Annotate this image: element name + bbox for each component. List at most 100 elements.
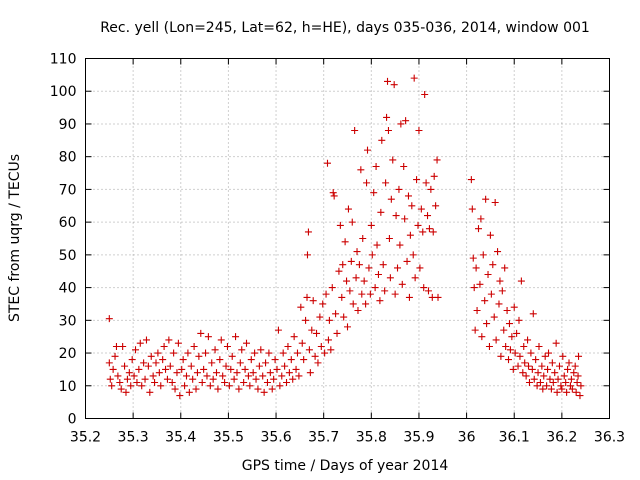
data-point xyxy=(406,231,414,239)
data-point xyxy=(271,356,279,364)
data-point xyxy=(516,352,524,360)
data-point xyxy=(365,264,373,272)
data-point xyxy=(309,297,317,305)
data-point xyxy=(190,343,198,350)
data-point xyxy=(274,326,282,334)
data-point xyxy=(576,392,584,400)
data-point xyxy=(174,339,182,347)
data-point xyxy=(114,372,122,380)
data-point xyxy=(498,287,506,295)
data-point xyxy=(355,261,363,269)
data-point xyxy=(249,369,257,377)
data-point xyxy=(543,382,551,390)
data-point xyxy=(292,365,300,373)
data-point xyxy=(363,179,371,187)
data-point xyxy=(319,300,327,308)
data-point xyxy=(467,176,475,184)
y-tick-label: 50 xyxy=(59,248,77,264)
data-point xyxy=(539,385,547,393)
data-point xyxy=(389,156,397,164)
data-point xyxy=(421,91,429,98)
data-point xyxy=(409,251,417,259)
data-point xyxy=(147,352,155,360)
data-point xyxy=(563,388,571,396)
data-point xyxy=(289,375,297,383)
data-point xyxy=(500,326,508,334)
data-point xyxy=(328,284,336,292)
data-point xyxy=(348,218,356,226)
data-point xyxy=(324,336,332,344)
axes: 35.2 35.3 35.4 35.5 35.6 35.7 35.8 35.9 36 36.1 36… xyxy=(50,52,625,446)
data-point xyxy=(265,349,273,357)
data-point xyxy=(235,385,243,393)
x-tick-label: 36.3 xyxy=(594,430,625,446)
data-point xyxy=(173,369,181,377)
data-point xyxy=(514,362,522,370)
data-point xyxy=(132,346,140,354)
data-point xyxy=(268,385,276,393)
data-point xyxy=(135,365,143,373)
data-point xyxy=(483,320,491,328)
data-point xyxy=(300,356,308,364)
data-point xyxy=(198,379,206,386)
data-point xyxy=(513,329,521,337)
data-point xyxy=(343,277,351,285)
data-point xyxy=(378,136,386,144)
data-point xyxy=(404,192,412,200)
data-point xyxy=(189,375,197,383)
data-point xyxy=(311,352,319,360)
x-tick-label: 35.3 xyxy=(118,430,149,446)
data-point xyxy=(552,339,560,347)
x-axis-label: GPS time / Days of year 2014 xyxy=(242,458,449,474)
data-point xyxy=(359,235,367,242)
data-point xyxy=(195,352,203,360)
grid-lines xyxy=(85,58,610,419)
data-point xyxy=(383,113,391,121)
data-point xyxy=(357,166,365,174)
data-point xyxy=(178,365,186,373)
data-point xyxy=(495,300,503,308)
data-point xyxy=(387,195,395,203)
data-point xyxy=(351,127,359,134)
data-point xyxy=(533,382,541,390)
y-tick-label: 30 xyxy=(59,313,77,329)
x-tick-label: 35.8 xyxy=(356,430,387,446)
data-point xyxy=(159,356,167,364)
data-point xyxy=(281,362,289,370)
data-point xyxy=(570,369,578,377)
data-point xyxy=(122,388,130,396)
data-point xyxy=(244,372,252,380)
data-point xyxy=(303,251,311,259)
data-point xyxy=(525,379,533,386)
data-point xyxy=(408,202,416,210)
data-point xyxy=(367,221,375,229)
data-point xyxy=(484,271,492,278)
data-point xyxy=(430,172,438,180)
data-point xyxy=(353,248,361,256)
data-point xyxy=(204,333,212,341)
data-point xyxy=(317,343,325,350)
data-point xyxy=(468,205,476,213)
data-point xyxy=(308,326,316,334)
data-point xyxy=(568,385,576,393)
data-points xyxy=(105,74,585,400)
data-point xyxy=(141,375,149,383)
data-point xyxy=(475,225,482,233)
x-tick-label: 36.2 xyxy=(546,430,577,446)
data-point xyxy=(482,195,490,203)
data-point xyxy=(187,362,195,370)
data-point xyxy=(316,313,324,321)
data-point xyxy=(133,379,141,386)
data-point xyxy=(384,127,392,134)
data-point xyxy=(157,382,165,390)
data-point xyxy=(304,228,312,236)
data-point xyxy=(501,264,509,272)
data-point xyxy=(551,369,559,377)
data-point xyxy=(432,202,440,210)
y-tick-label: 90 xyxy=(59,117,77,133)
data-point xyxy=(509,365,517,373)
data-point xyxy=(571,362,579,370)
data-point xyxy=(401,215,409,223)
data-point xyxy=(575,352,583,360)
chart-title: Rec. yell (Lon=245, Lat=62, h=HE), days … xyxy=(100,20,590,36)
